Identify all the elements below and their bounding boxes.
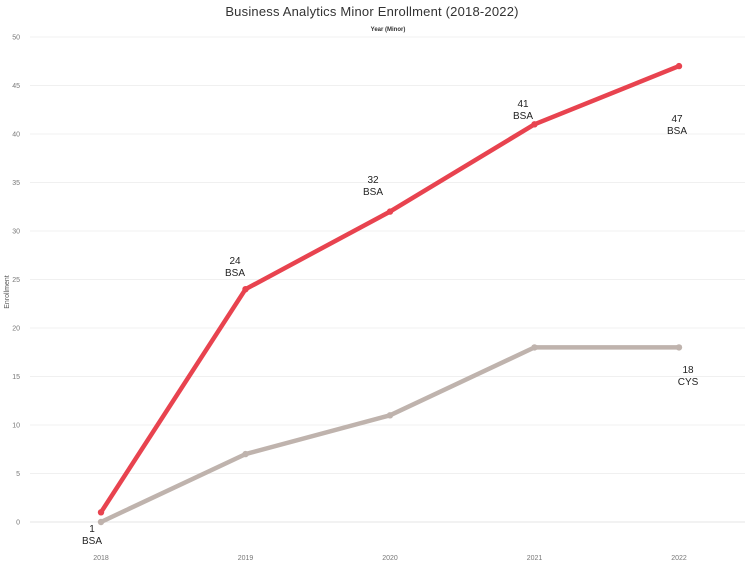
x-tick-label-2021: 2021 (527, 555, 543, 562)
x-axis-ticks: 2018 2019 2020 2021 2022 (93, 555, 687, 562)
series-line-cys (98, 345, 682, 525)
y-axis-ticks: 0 5 10 15 20 25 30 35 40 45 50 (12, 35, 20, 527)
data-point-cys-2019 (242, 450, 249, 458)
data-point-cys-2018 (97, 518, 105, 526)
data-label-value: 32 (367, 175, 379, 186)
data-label-value: 24 (229, 256, 241, 267)
y-tick-label-35: 35 (12, 180, 20, 187)
data-label-value: 41 (517, 99, 529, 110)
series-lines (97, 62, 683, 526)
data-point-cys-2022 (675, 344, 683, 351)
x-tick-label-2022: 2022 (671, 555, 687, 562)
chart-title: Business Analytics Minor Enrollment (201… (225, 4, 518, 19)
y-tick-label-50: 50 (12, 35, 20, 42)
y-tick-label-10: 10 (12, 423, 20, 430)
y-tick-label-30: 30 (12, 229, 20, 236)
y-tick-label-25: 25 (12, 277, 20, 284)
data-point-bsa-2021 (531, 121, 538, 128)
data-point-bsa-2019 (242, 286, 249, 293)
x-tick-label-2019: 2019 (238, 555, 254, 562)
data-label-value: 47 (671, 114, 683, 125)
data-point-bsa-2018 (97, 509, 105, 516)
x-tick-label-2018: 2018 (93, 555, 109, 562)
data-label-value: 1 (89, 524, 95, 535)
top-axis-title: Year (Minor) (371, 27, 406, 33)
gridlines (30, 36, 745, 523)
y-tick-label-20: 20 (12, 326, 20, 333)
data-point-cys-2021 (531, 344, 538, 351)
data-label-tag: BSA (667, 126, 687, 137)
y-tick-label-0: 0 (16, 520, 20, 527)
data-label-tag: CYS (678, 377, 699, 388)
y-tick-label-5: 5 (16, 471, 20, 478)
x-tick-label-2020: 2020 (382, 555, 398, 562)
data-label-value: 18 (682, 365, 694, 376)
data-label-tag: BSA (225, 268, 245, 279)
y-tick-label-15: 15 (12, 374, 20, 381)
y-tick-label-40: 40 (12, 132, 20, 139)
data-label-tag: BSA (82, 536, 102, 547)
data-label-tag: BSA (363, 187, 383, 198)
y-axis-title: Enrollment (4, 275, 11, 309)
y-tick-label-45: 45 (12, 83, 20, 90)
series-line-bsa (98, 63, 682, 515)
data-point-bsa-2020 (386, 208, 394, 215)
data-point-bsa-2022 (675, 62, 683, 70)
data-point-cys-2020 (386, 412, 394, 419)
data-label-tag: BSA (513, 111, 533, 122)
